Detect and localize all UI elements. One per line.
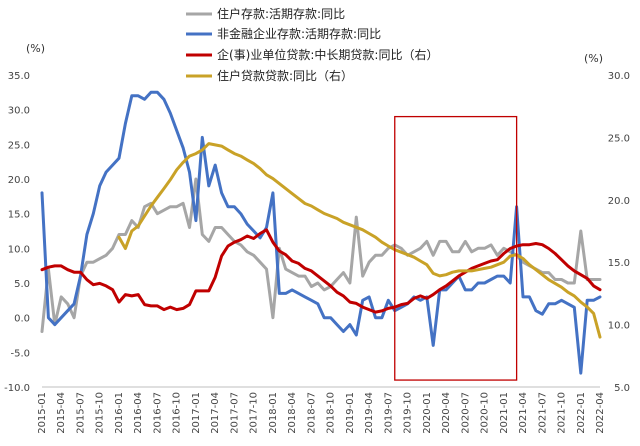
legend-label: 住户贷款贷款:同比（右） (217, 68, 353, 83)
x-axis-ticks: 2015-01 2015-04 2015-07 2015-10 2016-01 2016-… (37, 392, 606, 434)
x-tick-label: 2016-10 (172, 392, 183, 434)
series-line-3 (117, 142, 602, 339)
series-line-1 (40, 90, 602, 375)
legend-entry-household-loans: 住户贷款贷款:同比（右） (186, 68, 353, 83)
right-tick-label: 15.0 (608, 258, 630, 269)
x-tick-label: 2021-10 (557, 392, 568, 434)
x-tick-label: 2017-07 (229, 392, 240, 434)
right-tick-label: 5.0 (614, 383, 630, 394)
annotation-layer (394, 115, 518, 381)
x-tick-label: 2022-01 (576, 392, 587, 434)
left-tick-label: 10.0 (8, 244, 30, 255)
left-tick-label: 5.0 (14, 279, 30, 290)
x-tick-label: 2018-07 (306, 392, 317, 434)
left-tick-label: 35.0 (8, 71, 30, 82)
x-tick-label: 2015-10 (95, 392, 106, 434)
left-tick-label: 25.0 (8, 140, 30, 151)
x-tick-label: 2017-10 (249, 392, 260, 434)
legend-label: 企(事)业单位贷款:中长期贷款:同比（右） (217, 47, 438, 62)
x-tick-label: 2017-04 (210, 392, 221, 434)
x-tick-label: 2018-04 (287, 392, 298, 434)
x-tick-label: 2017-01 (191, 392, 202, 434)
x-tick-label: 2019-07 (383, 392, 394, 434)
x-tick-label: 2018-01 (268, 392, 279, 434)
left-axis-ticks: -10.0 -5.0 0.0 5.0 10.0 15.0 20.0 25.0 30.0 35.0 (4, 71, 30, 394)
x-tick-label: 2015-01 (37, 392, 48, 434)
left-tick-label: 15.0 (8, 210, 30, 221)
left-tick-label: 30.0 (8, 106, 30, 117)
x-tick-label: 2016-07 (152, 392, 163, 434)
x-tick-label: 2021-01 (499, 392, 510, 434)
legend: 住户存款:活期存款:同比 非金融企业存款:活期存款:同比 企(事)业单位贷款:中… (186, 6, 438, 83)
x-tick-label: 2021-07 (537, 392, 548, 434)
x-tick-label: 2021-04 (518, 392, 529, 434)
x-tick-label: 2018-10 (326, 392, 337, 434)
left-axis-unit: (%) (26, 42, 45, 55)
right-tick-label: 10.0 (608, 321, 630, 332)
right-axis-ticks: 5.0 10.0 15.0 20.0 25.0 30.0 (608, 71, 630, 394)
right-tick-label: 25.0 (608, 133, 630, 144)
x-tick-label: 2019-10 (403, 392, 414, 434)
right-tick-label: 20.0 (608, 196, 630, 207)
x-tick-label: 2016-01 (114, 392, 125, 434)
x-tick-label: 2019-04 (364, 392, 375, 434)
legend-entry-household-demand-deposits: 住户存款:活期存款:同比 (186, 6, 345, 21)
legend-label: 住户存款:活期存款:同比 (217, 6, 345, 21)
x-tick-label: 2015-04 (56, 392, 67, 434)
x-tick-label: 2015-07 (75, 392, 86, 434)
x-tick-label: 2019-01 (345, 392, 356, 434)
x-tick-label: 2020-01 (422, 392, 433, 434)
legend-label: 非金融企业存款:活期存款:同比 (217, 26, 381, 41)
x-tick-label: 2016-04 (133, 392, 144, 434)
series-line-2 (40, 228, 602, 314)
left-tick-label: -5.0 (10, 348, 30, 359)
x-tick-label: 2020-07 (460, 392, 471, 434)
left-tick-label: 20.0 (8, 175, 30, 186)
right-axis-unit: (%) (584, 52, 603, 65)
legend-entry-corporate-demand-deposits: 非金融企业存款:活期存款:同比 (186, 26, 381, 41)
right-tick-label: 30.0 (608, 71, 630, 82)
x-tick-label: 2020-10 (480, 392, 491, 434)
series-layer (40, 90, 602, 375)
highlight-box (394, 115, 518, 381)
x-tick-label: 2022-04 (595, 392, 606, 434)
left-tick-label: 0.0 (14, 314, 30, 325)
legend-entry-corporate-long-term-loans: 企(事)业单位贷款:中长期贷款:同比（右） (186, 47, 438, 62)
left-tick-label: -10.0 (4, 383, 30, 394)
x-tick-label: 2020-04 (441, 392, 452, 434)
